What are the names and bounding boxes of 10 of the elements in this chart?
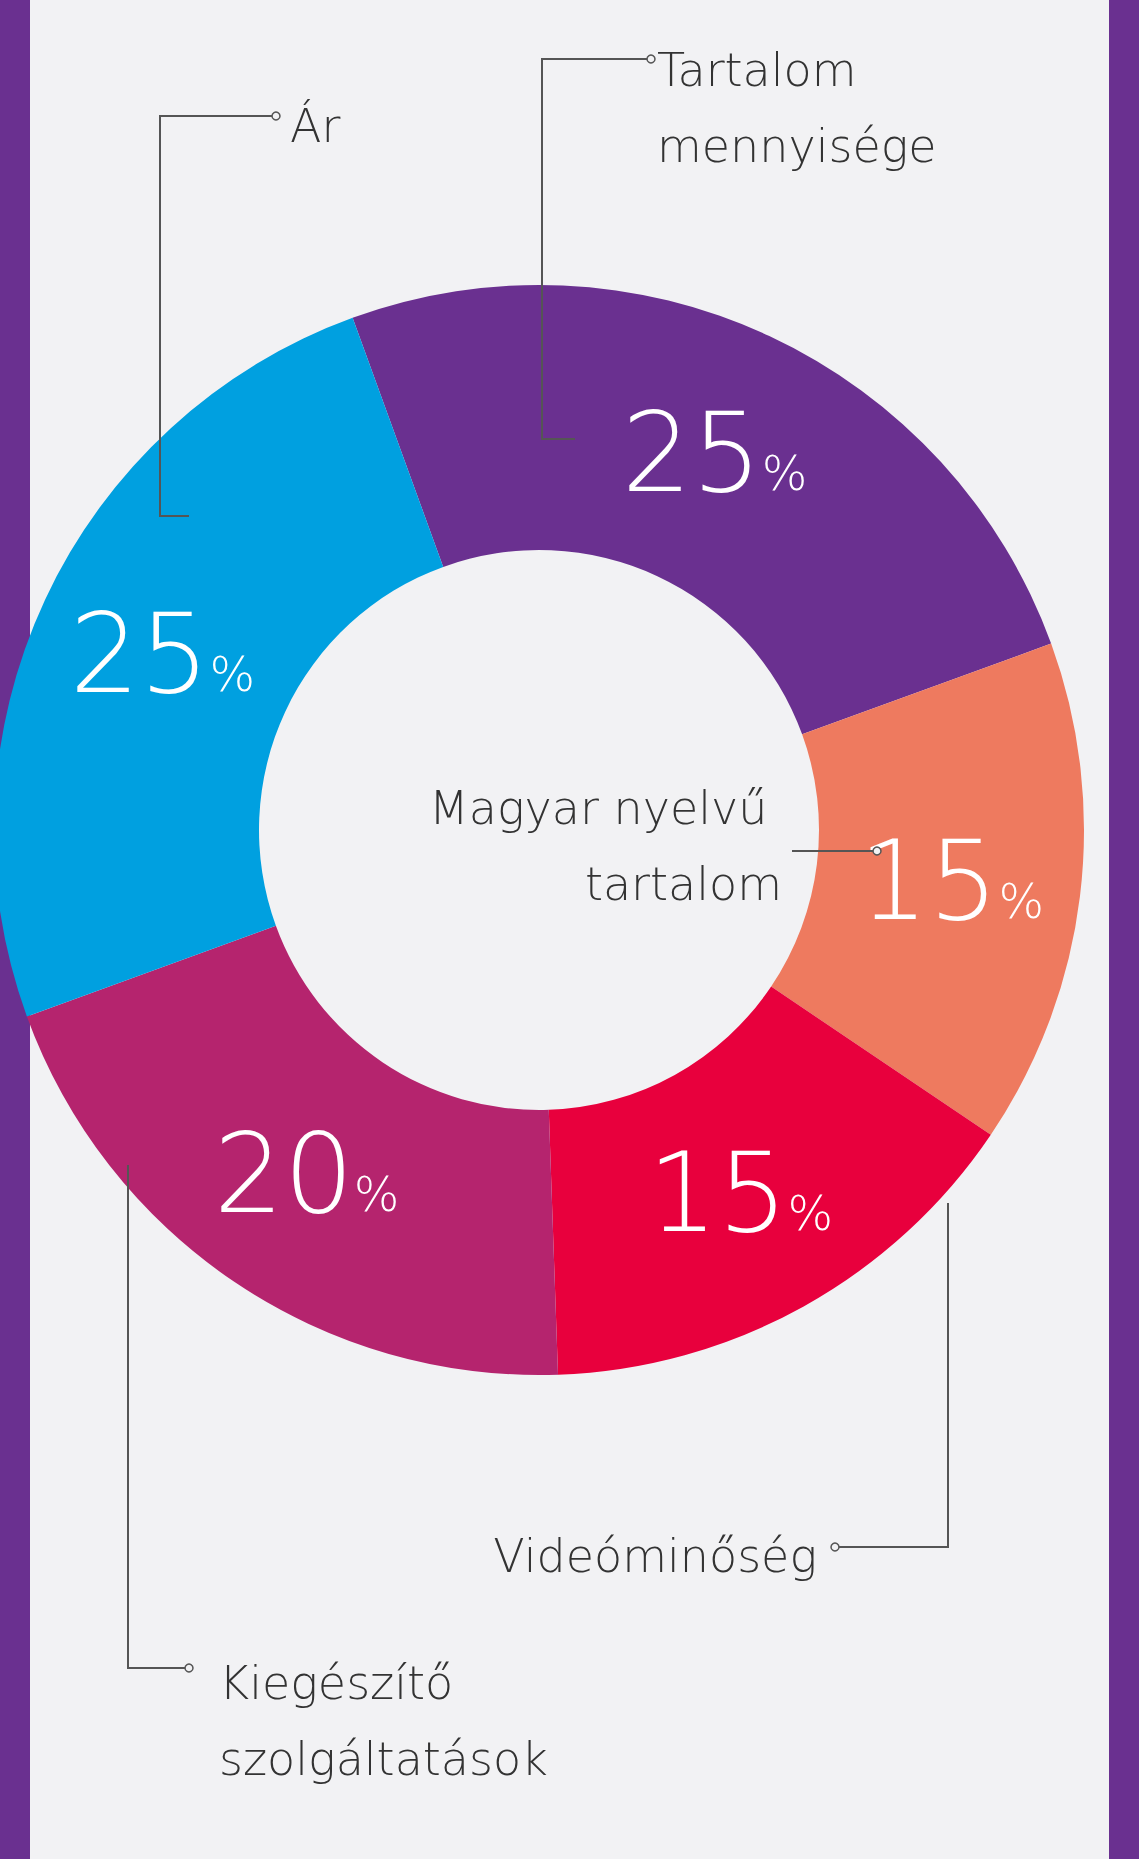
data-label: 20% <box>213 1110 400 1239</box>
slice-label: Magyar nyelvű tartalom <box>429 781 782 911</box>
data-label: 25% <box>621 389 808 518</box>
slice-label: Kiegészítő szolgáltatások <box>219 1656 548 1786</box>
slice-label: Ár <box>290 99 341 153</box>
data-label: 15% <box>858 816 1045 945</box>
slice-label: Videóminőség <box>493 1529 817 1583</box>
data-label: 15% <box>647 1129 834 1258</box>
slice-label: Tartalom mennyisége <box>657 43 937 173</box>
data-label: 25% <box>69 590 256 719</box>
